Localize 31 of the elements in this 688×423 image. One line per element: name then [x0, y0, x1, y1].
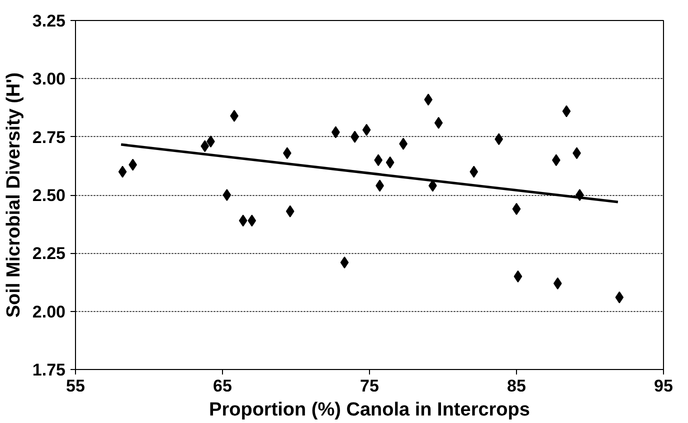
y-tick-label: 1.75 [32, 360, 66, 380]
x-axis-title: Proportion (%) Canola in Intercrops [209, 400, 530, 420]
point [222, 189, 232, 201]
y-tick-label: 2.00 [32, 302, 66, 322]
point [362, 124, 371, 136]
point [118, 166, 127, 178]
y-tick-label: 3.00 [32, 70, 66, 89]
point [470, 166, 478, 178]
y-tick-label: 3.25 [32, 12, 66, 30]
point [615, 291, 624, 304]
x-tick-label: 85 [507, 376, 526, 396]
point [553, 277, 562, 290]
y-tick-label: 2.50 [32, 186, 66, 205]
x-tick-label: 55 [66, 376, 85, 396]
x-tick-label: 75 [360, 376, 379, 396]
point [562, 105, 571, 118]
point [434, 116, 443, 129]
point [340, 256, 349, 268]
point [386, 156, 394, 168]
point [514, 270, 522, 282]
point [238, 214, 248, 227]
y-tick-label: 2.75 [32, 128, 66, 147]
point [512, 202, 521, 215]
point [200, 140, 210, 152]
x-tick-label: 95 [654, 376, 673, 396]
y-axis-title: Soil Microbial Diversity (H') [3, 72, 24, 318]
point [494, 133, 504, 146]
y-tick-label: 2.25 [32, 244, 66, 264]
x-tick-label: 65 [213, 376, 232, 396]
point [248, 214, 256, 227]
point [286, 205, 294, 218]
